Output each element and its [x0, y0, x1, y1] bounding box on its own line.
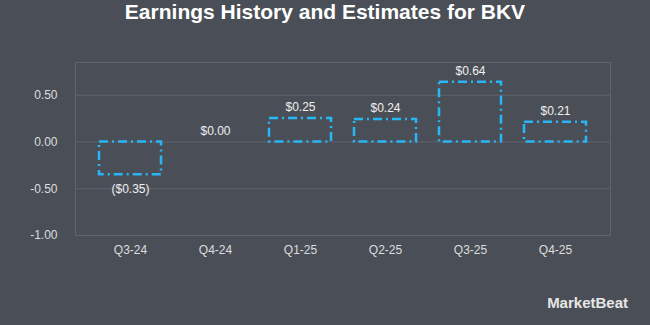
svg-text:Q4-24: Q4-24	[199, 243, 233, 257]
svg-text:0.50: 0.50	[34, 88, 58, 102]
svg-text:$0.21: $0.21	[540, 104, 570, 118]
svg-text:Q3-25: Q3-25	[454, 243, 488, 257]
svg-text:Q3-24: Q3-24	[114, 243, 148, 257]
svg-text:-0.50: -0.50	[30, 182, 58, 196]
svg-text:$0.64: $0.64	[455, 64, 485, 78]
svg-text:-1.00: -1.00	[30, 228, 58, 242]
svg-text:0.00: 0.00	[34, 135, 58, 149]
svg-text:$0.25: $0.25	[285, 100, 315, 114]
html-text:Earnings History and Estimates: Earnings History and Estimates for BKV	[124, 0, 526, 23]
svg-text:($0.35): ($0.35)	[111, 182, 149, 196]
svg-text:Q1-25: Q1-25	[284, 243, 318, 257]
svg-text:$0.24: $0.24	[370, 101, 400, 115]
svg-text:$0.00: $0.00	[200, 124, 230, 138]
html-text:MarketBeat: MarketBeat	[547, 294, 628, 311]
svg-text:Q2-25: Q2-25	[369, 243, 403, 257]
svg-text:Q4-25: Q4-25	[539, 243, 573, 257]
